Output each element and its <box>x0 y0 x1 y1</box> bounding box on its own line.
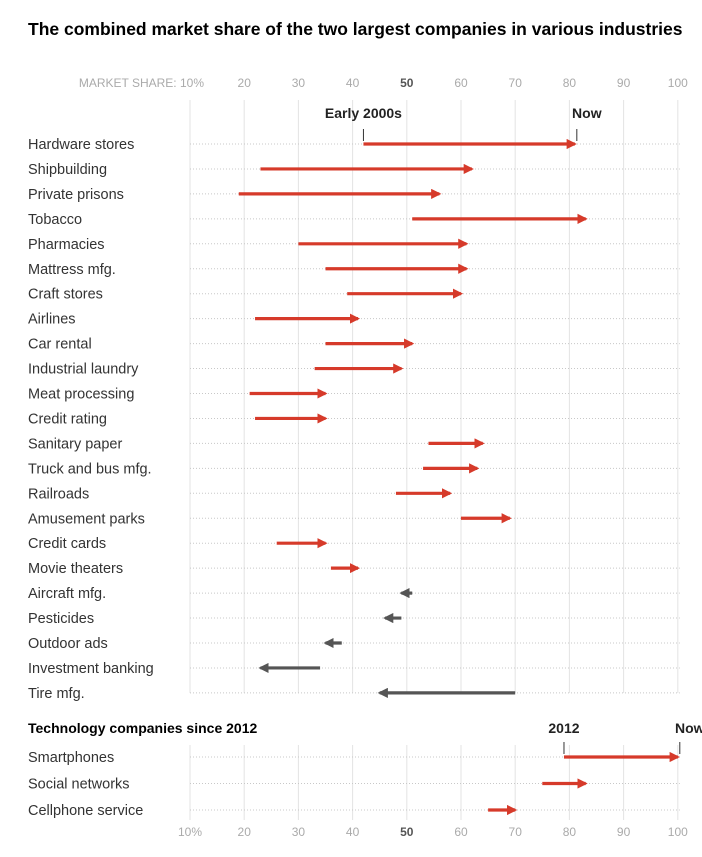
category-label: Truck and bus mfg. <box>28 461 152 477</box>
category-label: Amusement parks <box>28 511 145 527</box>
category-label: Hardware stores <box>28 137 134 153</box>
category-label: Tobacco <box>28 212 82 228</box>
x-tick-label: 90 <box>617 825 631 839</box>
category-label: Social networks <box>28 777 130 793</box>
category-label: Pharmacies <box>28 237 105 253</box>
category-label: Credit rating <box>28 411 107 427</box>
category-label: Industrial laundry <box>28 362 139 378</box>
category-label: Investment banking <box>28 661 154 677</box>
x-tick-label: 90 <box>617 76 631 90</box>
category-label: Airlines <box>28 312 76 328</box>
category-label: Craft stores <box>28 287 103 303</box>
category-label: Private prisons <box>28 187 124 203</box>
category-label: Cellphone service <box>28 803 143 819</box>
category-label: Movie theaters <box>28 561 123 577</box>
x-tick-label: 70 <box>509 76 523 90</box>
category-label: Pesticides <box>28 611 94 627</box>
category-label: Shipbuilding <box>28 162 107 178</box>
x-tick-label: 10% <box>178 825 202 839</box>
axis-label-market-share: MARKET SHARE: 10% <box>79 76 204 90</box>
x-tick-label: 50 <box>400 825 414 839</box>
x-tick-label: 30 <box>292 76 306 90</box>
category-label: Aircraft mfg. <box>28 586 106 602</box>
category-label: Meat processing <box>28 387 134 403</box>
end-annotation: Now <box>675 720 702 736</box>
category-label: Car rental <box>28 337 92 353</box>
category-label: Sanitary paper <box>28 436 122 452</box>
category-label: Smartphones <box>28 750 114 766</box>
x-tick-label: 80 <box>563 825 577 839</box>
chart-title: The combined market share of the two lar… <box>28 19 683 39</box>
category-label: Outdoor ads <box>28 636 108 652</box>
x-tick-label: 40 <box>346 825 360 839</box>
x-tick-label: 100 <box>668 76 688 90</box>
section-subtitle: Technology companies since 2012 <box>28 720 257 736</box>
x-tick-label: 20 <box>238 825 252 839</box>
x-tick-label: 20 <box>238 76 252 90</box>
x-tick-label: 100 <box>668 825 688 839</box>
x-tick-label: 30 <box>292 825 306 839</box>
x-tick-label: 70 <box>509 825 523 839</box>
x-tick-label: 50 <box>400 76 414 90</box>
x-tick-label: 60 <box>454 76 468 90</box>
category-label: Credit cards <box>28 536 106 552</box>
start-annotation: Early 2000s <box>325 105 402 121</box>
x-tick-label: 60 <box>454 825 468 839</box>
category-label: Mattress mfg. <box>28 262 116 278</box>
x-tick-label: 40 <box>346 76 360 90</box>
x-tick-label: 80 <box>563 76 577 90</box>
category-label: Railroads <box>28 486 89 502</box>
category-label: Tire mfg. <box>28 686 85 702</box>
start-annotation: 2012 <box>548 720 579 736</box>
end-annotation: Now <box>572 105 602 121</box>
